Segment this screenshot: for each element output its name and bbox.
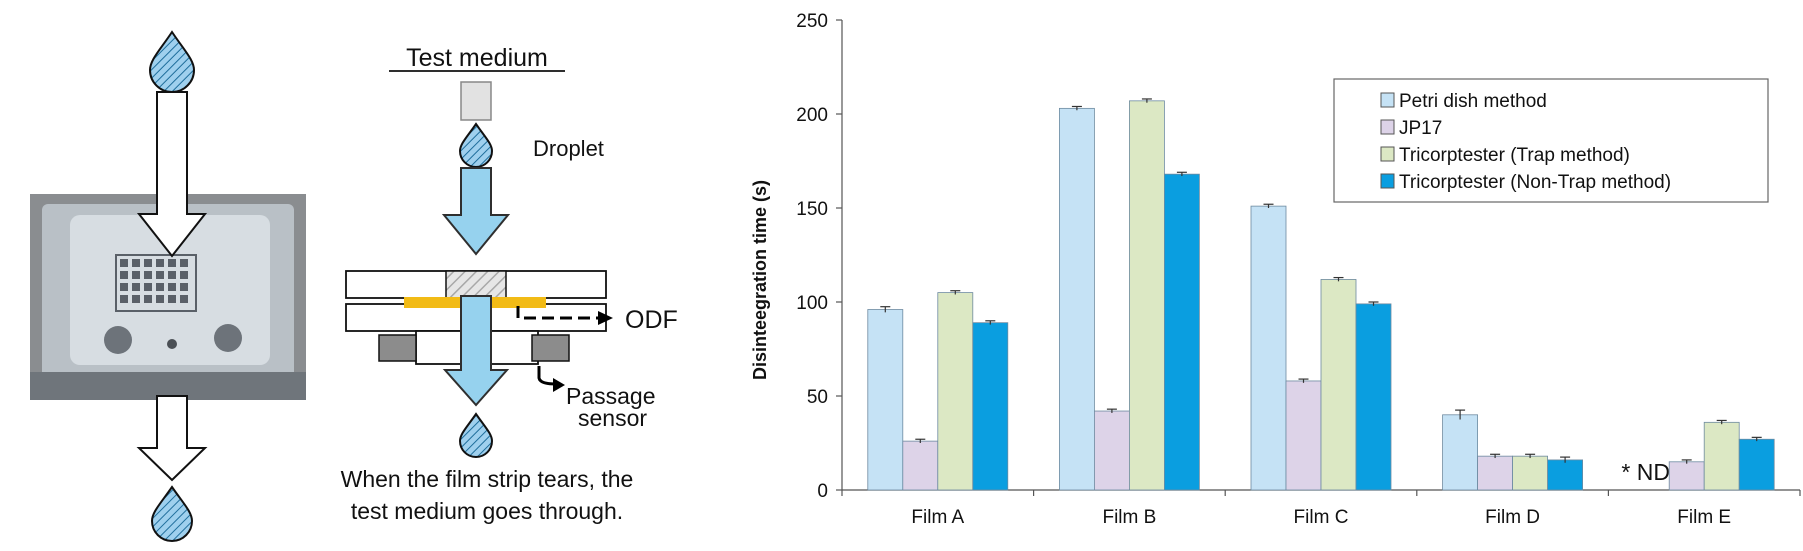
device-well-grid (115, 254, 197, 312)
y-axis: 0 50 100 150 200 250 (796, 11, 843, 502)
legend: Petri dish method JP17 Tricorptester (Trap… (1333, 78, 1769, 203)
droplet-icon (458, 412, 494, 458)
passage-sensor-label-2: sensor (578, 405, 647, 431)
bar (1059, 107, 1095, 491)
x-tick-label: Film A (911, 507, 964, 528)
x-tick-label: Film B (1102, 507, 1156, 528)
y-tick-label: 200 (796, 105, 828, 126)
y-tick-label: 50 (807, 387, 828, 408)
droplet-icon (458, 122, 494, 168)
bar (1094, 410, 1130, 491)
passage-sensor-label: Passage (566, 383, 656, 409)
bar (937, 292, 974, 491)
flow-arrow-icon (442, 295, 510, 407)
bar (1129, 100, 1165, 491)
down-arrow-icon (136, 91, 208, 258)
odf-pointer-head (598, 311, 613, 325)
caption-line-2: test medium goes through. (351, 498, 623, 524)
sensor-left (378, 334, 417, 362)
y-tick-label: 0 (817, 481, 828, 502)
droplet-icon (148, 30, 196, 93)
legend-swatch (1380, 173, 1395, 189)
bar (1668, 461, 1705, 491)
bar (972, 322, 1009, 491)
bars: * ND (867, 98, 1775, 491)
y-tick-label: 250 (796, 11, 828, 32)
bar (1547, 459, 1583, 491)
x-tick-label: Film C (1294, 507, 1349, 528)
test-medium-container (460, 81, 492, 121)
sensor-right (531, 334, 570, 362)
bar (867, 309, 904, 491)
sensor-pointer-head (553, 378, 565, 392)
flow-arrow-icon (441, 167, 511, 256)
bar (1285, 380, 1322, 491)
test-medium-label: Test medium (406, 44, 548, 72)
bar (1320, 279, 1357, 491)
bar-chart: 0 50 100 150 200 250 Film A Film B Film C Film D… (750, 11, 1801, 528)
bar (1355, 303, 1392, 491)
bar (1477, 455, 1513, 491)
legend-box (1333, 78, 1769, 203)
legend-label: Petri dish method (1399, 91, 1547, 112)
schematic-panel: Test medium Droplet ODF Passage sensor W… (341, 44, 678, 524)
device-knob-right (214, 324, 242, 352)
medium-inlet (445, 270, 507, 299)
legend-label: Tricorptester (Trap method) (1399, 145, 1630, 166)
bar (1164, 173, 1200, 491)
y-axis-title: Disinteegration time (s) (750, 180, 770, 380)
bar (1512, 455, 1548, 491)
odf-pointer (516, 306, 600, 320)
legend-label: JP17 (1399, 118, 1442, 139)
device-photo-panel (30, 30, 306, 542)
x-axis: Film A Film B Film C Film D Film E (841, 489, 1801, 528)
bar (1738, 438, 1775, 491)
legend-label: Tricorptester (Non-Trap method) (1399, 172, 1671, 193)
legend-swatch (1380, 146, 1395, 162)
device-knob-left (104, 326, 132, 354)
odf-label: ODF (625, 306, 678, 334)
bar (902, 440, 939, 491)
x-tick-label: Film E (1677, 507, 1731, 528)
bar (1703, 421, 1740, 491)
bar (1442, 414, 1478, 491)
nd-annotation: * ND (1621, 459, 1670, 485)
device-hole (167, 339, 177, 349)
y-tick-label: 150 (796, 199, 828, 220)
droplet-label: Droplet (533, 136, 604, 161)
down-arrow-icon (136, 395, 208, 482)
legend-swatch (1380, 92, 1395, 108)
sensor-pointer (537, 366, 557, 386)
bar (1250, 205, 1287, 491)
y-tick-label: 100 (796, 293, 828, 314)
droplet-icon (150, 485, 194, 542)
caption-line-1: When the film strip tears, the (341, 466, 634, 492)
legend-swatch (1380, 119, 1395, 135)
x-tick-label: Film D (1485, 507, 1540, 528)
